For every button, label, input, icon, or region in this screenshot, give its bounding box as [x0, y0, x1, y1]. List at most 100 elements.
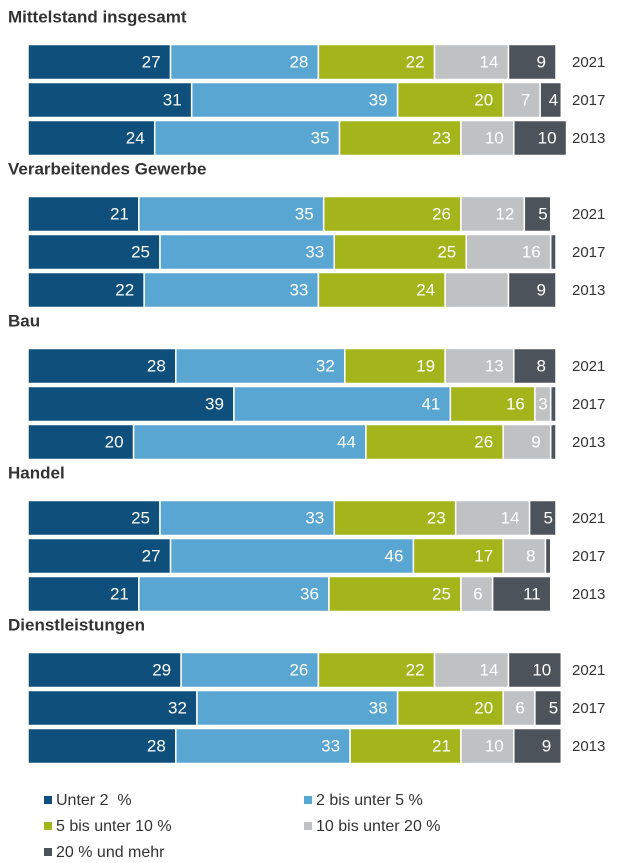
value-label: 17	[474, 546, 493, 565]
bar-segment	[180, 651, 320, 689]
bar-segment	[396, 81, 504, 119]
value-label: 23	[427, 508, 446, 527]
bar-segment	[190, 81, 399, 119]
value-label: 9	[537, 52, 546, 71]
bar-segment	[460, 119, 515, 157]
bar-segment	[523, 195, 552, 233]
value-label: 35	[295, 204, 314, 223]
value-label: 26	[289, 660, 308, 679]
value-label: 22	[115, 280, 134, 299]
bar-segment	[502, 537, 547, 575]
bar-segment	[344, 347, 446, 385]
bar-segment	[328, 575, 462, 613]
bar-segment	[138, 195, 325, 233]
value-label: 21	[432, 736, 451, 755]
value-label: 33	[321, 736, 340, 755]
value-label: 35	[311, 128, 330, 147]
bar-segment	[549, 423, 557, 461]
legend-swatch	[44, 848, 52, 856]
value-label: 13	[485, 356, 504, 375]
bar-segment	[132, 423, 367, 461]
value-label: 32	[316, 356, 335, 375]
value-label: 6	[473, 584, 482, 603]
value-label: 24	[416, 280, 435, 299]
value-label: 8	[537, 356, 546, 375]
legend-label: 20 % und mehr	[56, 844, 165, 861]
bar-segment	[153, 119, 341, 157]
bar-segment	[349, 727, 462, 765]
bar-segment	[491, 575, 552, 613]
year-label: 2021	[572, 662, 605, 679]
legend-label: Unter 2 %	[56, 792, 132, 809]
bar-segment	[196, 689, 399, 727]
value-label: 32	[168, 698, 187, 717]
value-label: 3	[538, 394, 547, 413]
value-label: 39	[369, 90, 388, 109]
year-label: 2017	[572, 700, 605, 717]
year-label: 2013	[572, 434, 605, 451]
legend-swatch	[304, 822, 312, 830]
value-label: 29	[152, 660, 171, 679]
group-title: Bau	[8, 311, 40, 330]
value-label: 14	[480, 52, 499, 71]
bar-segment	[169, 537, 415, 575]
value-label: 33	[289, 280, 308, 299]
group-title: Dienstleistungen	[8, 615, 145, 634]
legend-swatch	[44, 796, 52, 804]
bar-segment	[333, 233, 467, 271]
bar-segment	[365, 423, 504, 461]
bar-segment	[502, 423, 552, 461]
legend-label: 2 bis unter 5 %	[316, 792, 423, 809]
bar-segment	[502, 689, 536, 727]
bar-segment	[507, 651, 563, 689]
value-label: 21	[110, 584, 129, 603]
value-label: 5	[538, 204, 547, 223]
value-label: 26	[474, 432, 493, 451]
value-label: 20	[474, 90, 493, 109]
value-label: 39	[205, 394, 224, 413]
value-label: 5	[544, 508, 553, 527]
value-label: 25	[432, 584, 451, 603]
year-label: 2017	[572, 396, 605, 413]
year-label: 2017	[572, 92, 605, 109]
year-label: 2021	[572, 54, 605, 71]
year-label: 2021	[572, 510, 605, 527]
bar-segment	[27, 575, 140, 613]
value-label: 24	[126, 128, 145, 147]
year-label: 2013	[572, 586, 605, 603]
bar-segment	[27, 195, 140, 233]
value-label: 12	[495, 204, 514, 223]
bar-segment	[175, 347, 346, 385]
value-label: 4	[549, 90, 558, 109]
bar-segment	[322, 195, 462, 233]
value-label: 9	[542, 736, 551, 755]
value-label: 41	[421, 394, 440, 413]
bar-segment	[412, 537, 504, 575]
value-label: 19	[416, 356, 435, 375]
legend-swatch	[44, 822, 52, 830]
legend-label: 10 bis unter 20 %	[316, 818, 441, 835]
value-label: 10	[485, 128, 504, 147]
value-label: 33	[305, 242, 324, 261]
value-label: 25	[131, 508, 150, 527]
bar-segment	[502, 81, 541, 119]
value-label: 25	[131, 242, 150, 261]
year-label: 2013	[572, 130, 605, 147]
value-label: 5	[549, 698, 558, 717]
bar-segment	[460, 575, 494, 613]
year-label: 2013	[572, 282, 605, 299]
bar-segment	[507, 43, 557, 81]
bar-segment	[27, 689, 198, 727]
bar-segment	[27, 81, 193, 119]
value-label: 22	[406, 660, 425, 679]
bar-segment	[513, 347, 557, 385]
value-label: 10	[485, 736, 504, 755]
bar-segment	[549, 233, 557, 271]
bar-segment	[338, 119, 462, 157]
bar-segment	[513, 119, 568, 157]
bar-segment	[27, 43, 172, 81]
year-label: 2017	[572, 548, 605, 565]
value-label: 20	[474, 698, 493, 717]
bar-segment	[534, 689, 563, 727]
bar-segment	[27, 727, 177, 765]
